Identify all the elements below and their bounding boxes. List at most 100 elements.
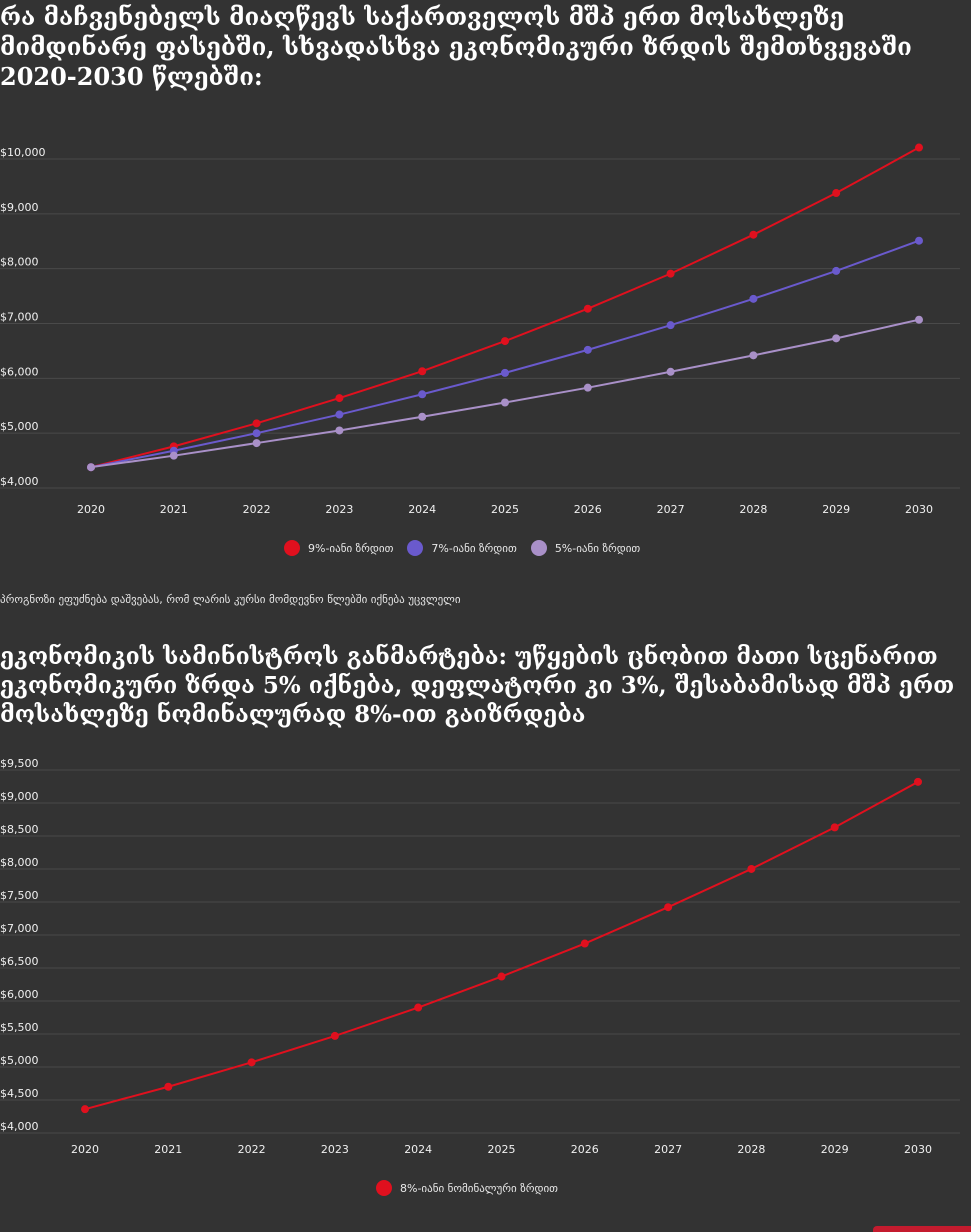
legend-swatch — [530, 540, 547, 556]
y-tick-label: $7,000 — [0, 311, 39, 324]
x-tick-label: 2027 — [654, 1143, 682, 1156]
data-point — [915, 315, 923, 324]
legend-item[interactable]: 8%-იანი ნომინალური ზრდით — [376, 1180, 558, 1196]
data-point — [915, 236, 923, 245]
legend-label: 8%-იანი ნომინალური ზრდით — [400, 1181, 558, 1195]
chart1-title: რა მაჩვენებელს მიაღწევს საქართველოს მშპ … — [0, 2, 912, 91]
data-point — [832, 189, 841, 198]
y-tick-label: $9,000 — [0, 201, 39, 214]
data-point — [252, 429, 261, 438]
data-point — [418, 367, 427, 376]
x-tick-label: 2029 — [821, 1143, 849, 1156]
data-point — [501, 368, 509, 377]
series-line — [90, 146, 920, 469]
data-point — [830, 823, 839, 832]
y-tick-label: $5,000 — [0, 420, 39, 433]
data-point — [583, 345, 592, 354]
data-point — [832, 334, 841, 343]
y-tick-label: $8,000 — [0, 256, 39, 269]
data-point — [501, 337, 509, 346]
data-point — [418, 412, 427, 421]
y-tick-label: $4,000 — [0, 475, 39, 488]
legend-label: 5%-იანი ზრდით — [554, 541, 641, 555]
legend-item[interactable]: 7%-იანი ზრდით — [407, 540, 517, 556]
x-tick-label: 2030 — [905, 503, 933, 516]
x-tick-label: 2021 — [160, 503, 188, 516]
data-point — [335, 394, 344, 403]
x-tick-label: 2023 — [325, 503, 353, 516]
data-point — [749, 351, 758, 360]
corner-accent — [873, 1226, 971, 1232]
legend-swatch — [376, 1180, 392, 1196]
data-point — [666, 367, 675, 376]
legend-label: 7%-იანი ზრდით — [431, 541, 517, 555]
x-tick-label: 2024 — [408, 503, 436, 516]
y-tick-label: $8,500 — [0, 823, 39, 836]
chart2-title: ეკონომიკის სამინისტროს განმარტება: უწყებ… — [0, 643, 955, 728]
x-tick-label: 2020 — [77, 503, 105, 516]
x-tick-label: 2024 — [404, 1143, 432, 1156]
legend-swatch — [284, 540, 300, 556]
legend-item[interactable]: 5%-იანი ზრდით — [530, 540, 641, 556]
y-tick-label: $5,000 — [0, 1054, 39, 1067]
data-point — [497, 972, 506, 981]
y-tick-label: $5,500 — [0, 1021, 39, 1034]
data-point — [252, 419, 261, 428]
x-tick-label: 2029 — [822, 503, 850, 516]
data-point — [914, 777, 922, 786]
data-point — [749, 294, 758, 303]
x-tick-label: 2026 — [571, 1143, 599, 1156]
data-point — [915, 143, 923, 152]
y-tick-label: $6,500 — [0, 955, 39, 968]
y-tick-label: $4,500 — [0, 1087, 39, 1100]
data-point — [583, 383, 592, 392]
y-tick-label: $10,000 — [0, 146, 46, 159]
data-point — [832, 266, 841, 275]
data-point — [583, 304, 592, 313]
chart1-plot: $4,000 $5,000 $6,000 $7,000 $8,000 $9,000 $10,… — [0, 143, 960, 516]
legend-item[interactable]: 9%-იანი ზრდით — [284, 540, 393, 556]
data-point — [747, 864, 756, 873]
data-point — [749, 230, 758, 239]
chart1-footnote: პროგნოზი ეფუძნება დაშვებას, რომ ლარის კუ… — [0, 593, 461, 606]
x-tick-label: 2023 — [321, 1143, 349, 1156]
data-point — [335, 410, 344, 419]
data-point — [330, 1031, 339, 1040]
y-tick-label: $7,000 — [0, 922, 39, 935]
data-point — [247, 1058, 256, 1067]
x-tick-label: 2021 — [154, 1143, 182, 1156]
data-point — [666, 269, 675, 278]
y-tick-label: $8,000 — [0, 856, 39, 869]
x-tick-label: 2022 — [238, 1143, 266, 1156]
x-tick-label: 2020 — [71, 1143, 99, 1156]
legend-swatch — [407, 540, 424, 556]
data-point — [666, 321, 675, 330]
y-tick-label: $6,000 — [0, 988, 39, 1001]
x-tick-label: 2028 — [737, 1143, 765, 1156]
data-point — [169, 451, 178, 460]
x-tick-label: 2025 — [488, 1143, 516, 1156]
y-tick-label: $6,000 — [0, 365, 39, 378]
legend-label: 9%-იანი ზრდით — [308, 541, 394, 555]
y-tick-label: $7,500 — [0, 889, 39, 902]
y-tick-label: $9,000 — [0, 790, 39, 803]
x-tick-label: 2028 — [739, 503, 767, 516]
x-tick-label: 2022 — [243, 503, 271, 516]
data-point — [335, 426, 344, 435]
y-tick-label: $4,000 — [0, 1120, 39, 1133]
data-point — [414, 1003, 423, 1012]
data-point — [418, 390, 427, 399]
x-tick-label: 2030 — [904, 1143, 932, 1156]
data-point — [252, 439, 261, 448]
data-point — [664, 903, 673, 912]
chart2-legend: 8%-იანი ნომინალური ზრდით — [376, 1180, 558, 1196]
x-tick-label: 2025 — [491, 503, 519, 516]
x-tick-label: 2027 — [657, 503, 685, 516]
series-line — [84, 780, 919, 1111]
y-tick-label: $9,500 — [0, 757, 39, 770]
chart1-legend: 9%-იანი ზრდით 7%-იანი ზრდით 5%-იანი ზრდით — [284, 540, 640, 556]
data-point — [87, 463, 95, 472]
chart2-plot: $4,000 $4,500 $5,000 $5,500 $6,000 $6,500 $7,0… — [0, 757, 960, 1156]
x-tick-label: 2026 — [574, 503, 602, 516]
data-point — [81, 1105, 89, 1114]
